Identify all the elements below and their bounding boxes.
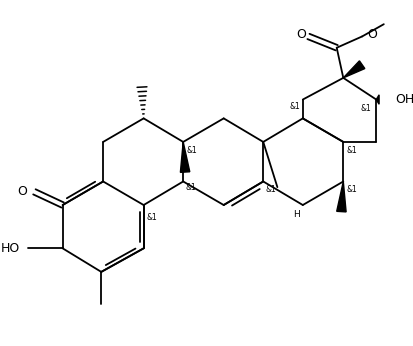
Polygon shape (180, 142, 189, 172)
Text: &1: &1 (360, 104, 370, 113)
Polygon shape (336, 181, 345, 212)
Text: HO: HO (1, 242, 20, 255)
Text: &1: &1 (264, 185, 275, 194)
Text: &1: &1 (289, 102, 299, 111)
Text: &1: &1 (185, 146, 196, 155)
Polygon shape (342, 61, 364, 78)
Text: &1: &1 (185, 183, 195, 192)
Text: &1: &1 (146, 212, 157, 221)
Text: O: O (295, 28, 305, 41)
Text: &1: &1 (345, 185, 356, 194)
Text: H: H (292, 210, 299, 219)
Polygon shape (375, 95, 378, 104)
Text: &1: &1 (345, 146, 356, 155)
Text: O: O (366, 28, 376, 41)
Text: OH: OH (394, 93, 413, 106)
Text: O: O (17, 185, 27, 198)
